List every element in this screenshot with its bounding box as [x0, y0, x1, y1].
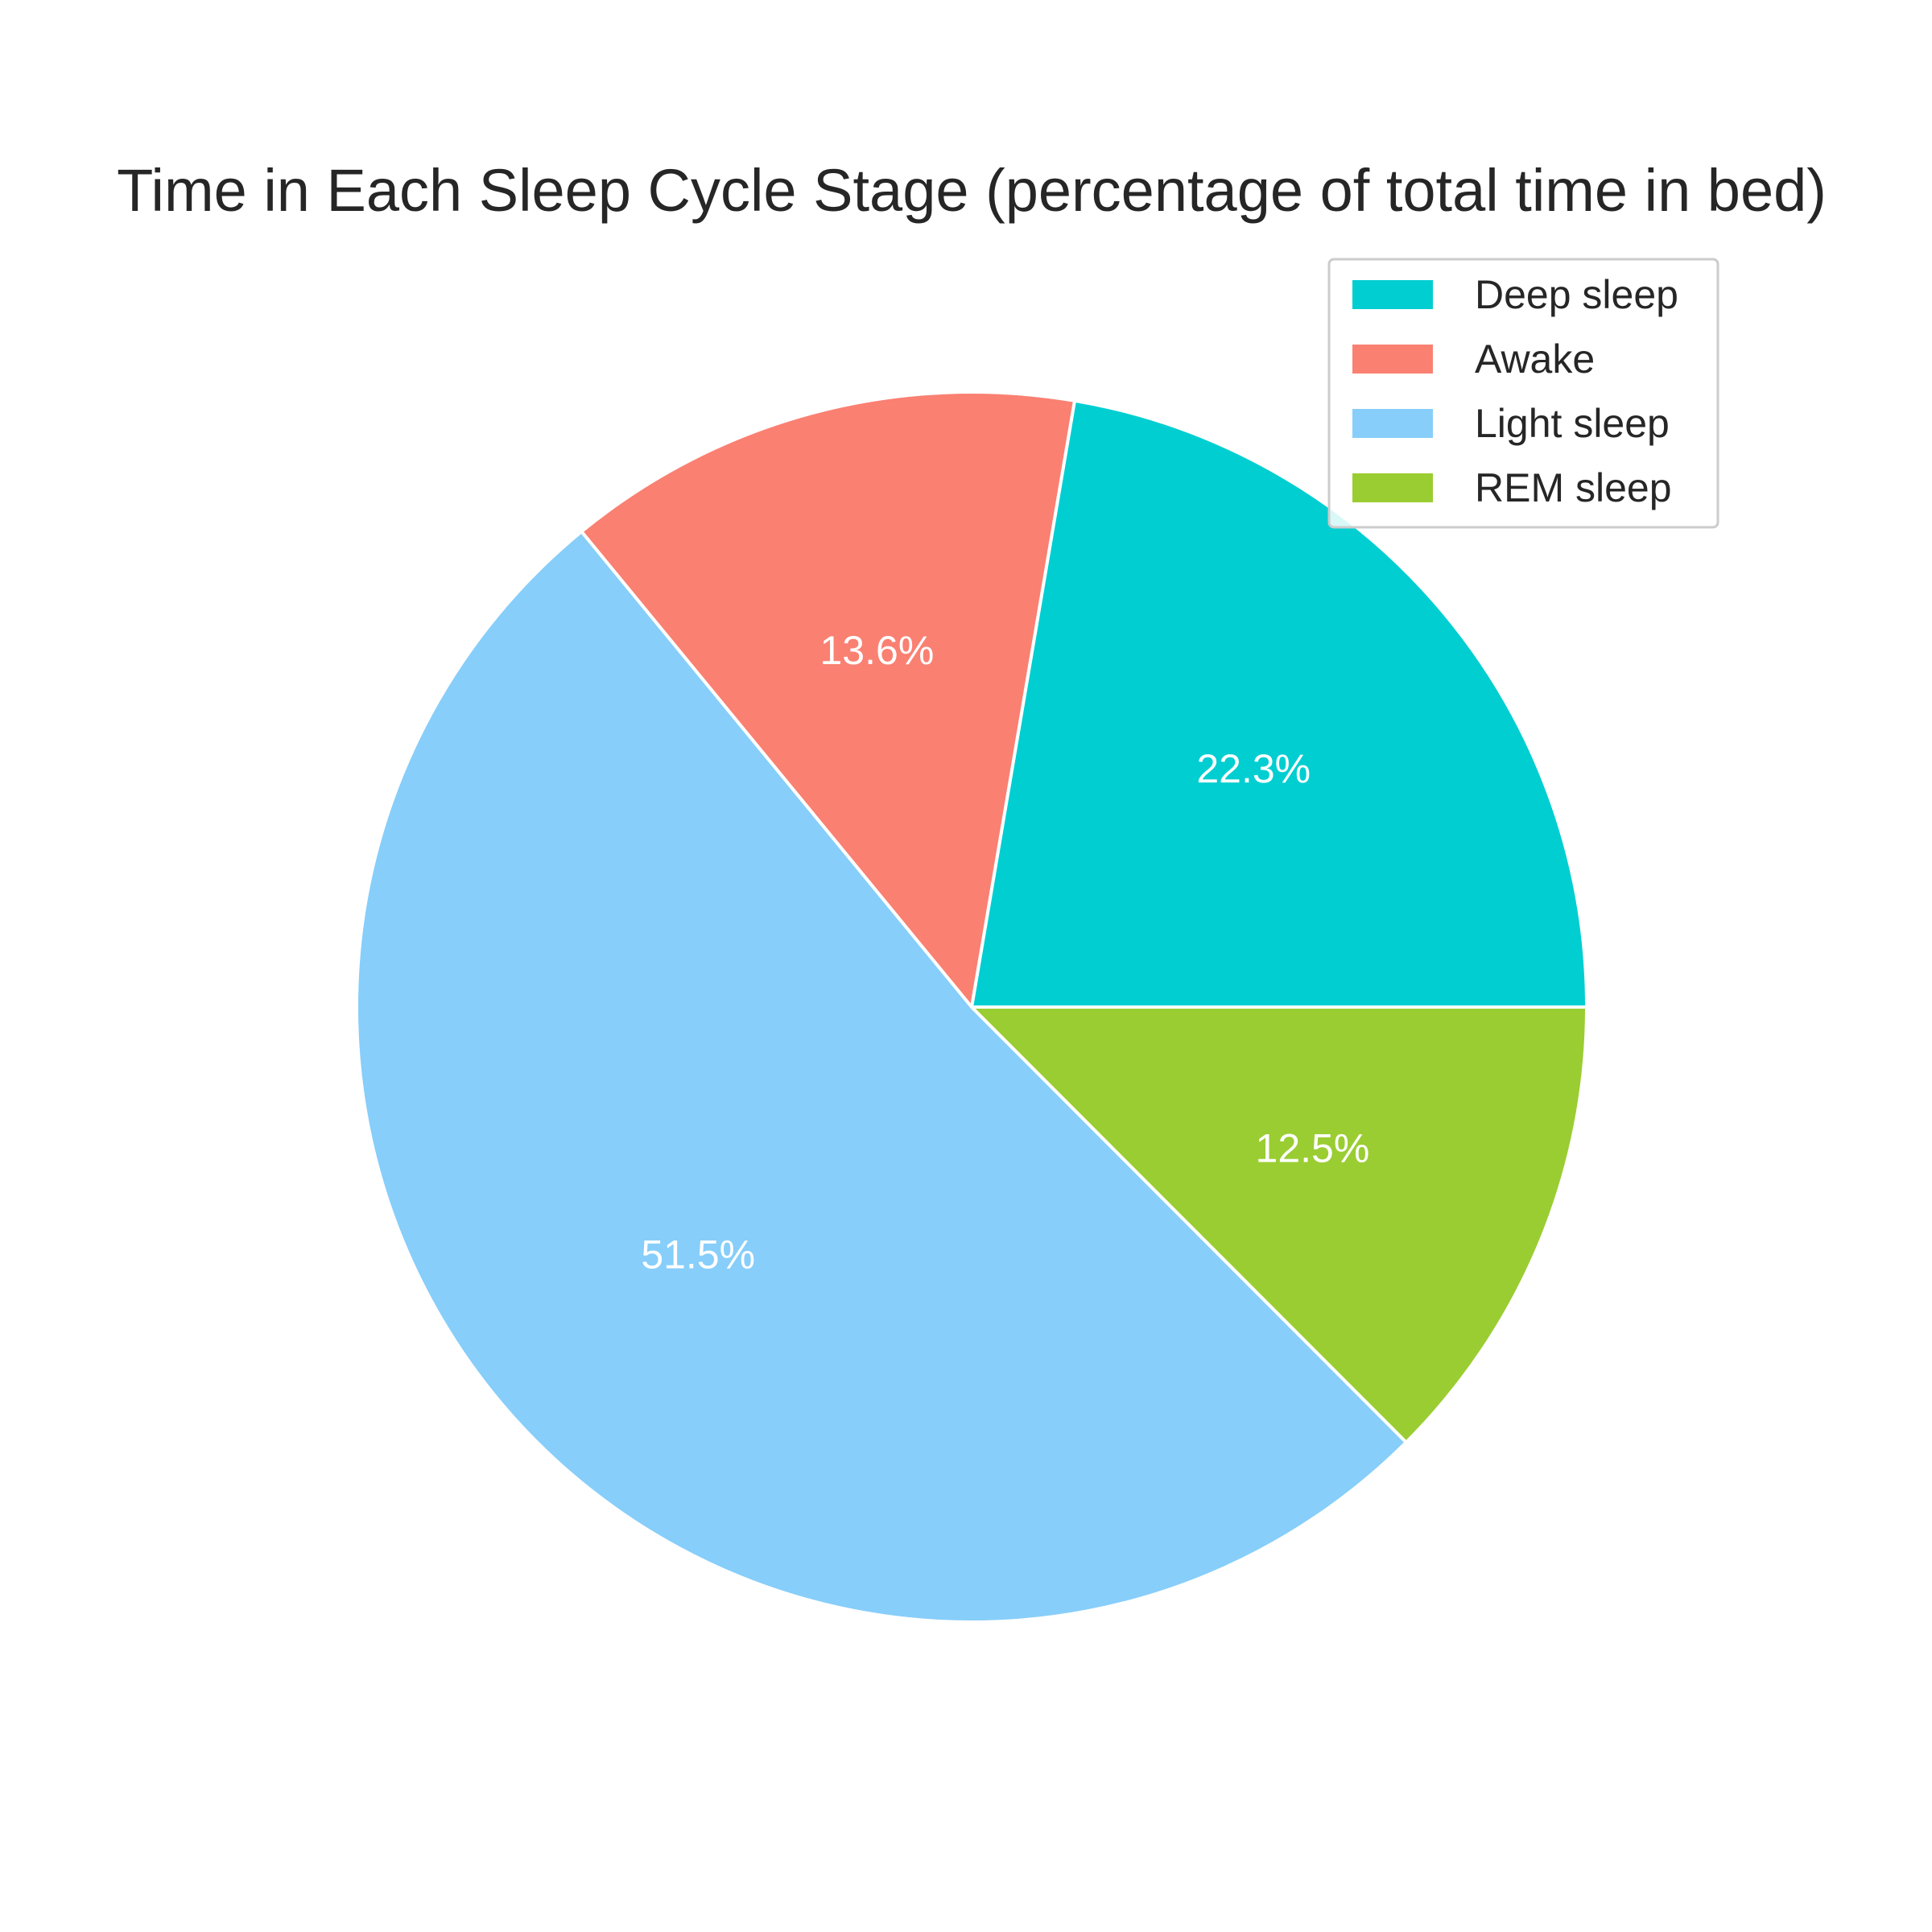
legend-swatch: [1352, 409, 1433, 438]
slice-label-rem-sleep: 12.5%: [1256, 1126, 1370, 1171]
pie-slice-light-sleep: [355, 530, 1408, 1624]
pie-slice-deep-sleep: [970, 398, 1588, 1009]
slice-label-light-sleep: 51.5%: [641, 1232, 755, 1278]
legend-swatch: [1352, 345, 1433, 374]
legend-frame: [1327, 258, 1719, 529]
legend-label: Deep sleep: [1475, 272, 1678, 317]
pie-slice-labels: 22.3% 13.6% 51.5% 12.5%: [641, 628, 1369, 1278]
legend-label: Light sleep: [1475, 401, 1670, 446]
chart-title: Time in Each Sleep Cycle Stage (percenta…: [117, 157, 1827, 224]
legend-item: Light sleep: [1352, 401, 1670, 446]
legend-swatch: [1352, 280, 1433, 309]
legend-item: Deep sleep: [1352, 272, 1678, 317]
pie-slices: [355, 390, 1588, 1624]
legend: Deep sleep Awake Light sleep REM sleep: [1327, 258, 1719, 529]
legend-label: Awake: [1475, 336, 1595, 382]
legend-item: Awake: [1352, 336, 1595, 382]
slice-label-deep-sleep: 22.3%: [1196, 746, 1311, 791]
slice-label-awake: 13.6%: [820, 628, 935, 673]
pie-slice-rem-sleep: [970, 1005, 1588, 1444]
legend-swatch: [1352, 473, 1433, 502]
legend-items: Deep sleep Awake Light sleep REM sleep: [1352, 272, 1678, 510]
legend-label: REM sleep: [1475, 465, 1672, 510]
pie-slice-awake: [580, 390, 1076, 1009]
legend-item: REM sleep: [1352, 465, 1672, 510]
